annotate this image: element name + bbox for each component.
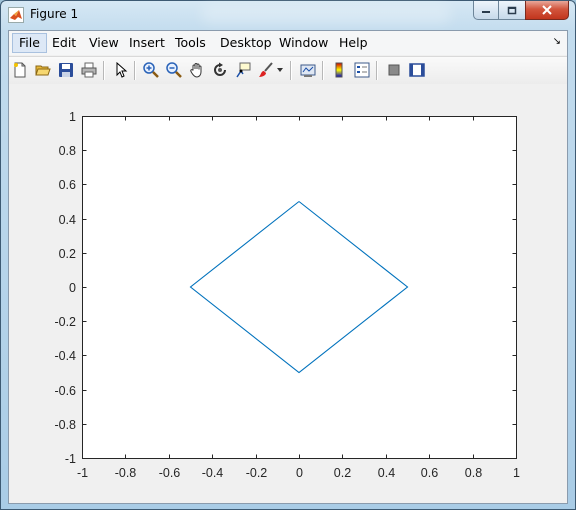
menu-view[interactable]: View	[89, 35, 119, 50]
x-tick-label: 0.4	[378, 466, 395, 480]
x-tick-label: -0.6	[159, 466, 181, 480]
figure-client-area: File Edit View Insert Tools Desktop Wind…	[8, 30, 568, 504]
title-bar-glow	[201, 4, 451, 24]
figure-canvas: -1 -0.8 -0.6 -0.4 -0.2 0 0.2 0.4 0.6 0.8 1 1 0.8 0.6 0…	[9, 84, 567, 503]
axes[interactable]: -1 -0.8 -0.6 -0.4 -0.2 0 0.2 0.4 0.6 0.8 1 1 0.8 0.6 0…	[9, 84, 567, 503]
x-tick-label: -0.2	[246, 466, 268, 480]
y-tick-label: 0.4	[59, 213, 76, 227]
y-tick-label: -0.4	[54, 349, 76, 363]
minimize-button[interactable]	[473, 1, 499, 20]
pan-hand-icon[interactable]	[187, 60, 207, 80]
y-tick-label: 0.6	[59, 178, 76, 192]
menu-bar: File Edit View Insert Tools Desktop Wind…	[9, 31, 567, 55]
window-title: Figure 1	[30, 7, 79, 21]
y-tick-label: -0.2	[54, 315, 76, 329]
link-plot-icon[interactable]	[298, 60, 318, 80]
dock-arrow-icon[interactable]: ↘	[552, 36, 561, 47]
legend-icon[interactable]	[352, 60, 372, 80]
print-icon[interactable]	[79, 60, 99, 80]
edit-plot-arrow-icon[interactable]	[111, 60, 131, 80]
matlab-logo-icon	[8, 7, 24, 23]
menu-help[interactable]: Help	[339, 35, 368, 50]
menu-file[interactable]: File	[12, 33, 47, 53]
brush-icon[interactable]	[256, 60, 276, 80]
open-file-icon[interactable]	[33, 60, 53, 80]
minimize-icon	[482, 11, 490, 13]
menu-edit[interactable]: Edit	[52, 35, 77, 50]
menu-desktop[interactable]: Desktop	[220, 35, 272, 50]
maximize-icon	[507, 6, 517, 14]
x-tick-label: 0.8	[465, 466, 482, 480]
y-tick-label: -1	[65, 452, 76, 466]
figure-toolbar	[9, 56, 567, 85]
y-tick-label: 1	[69, 110, 76, 124]
maximize-button[interactable]	[499, 1, 525, 20]
x-tick-label: 1	[513, 466, 520, 480]
y-tick-label: -0.6	[54, 384, 76, 398]
x-tick-label: 0	[296, 466, 303, 480]
show-plot-tools-icon[interactable]	[407, 60, 427, 80]
save-icon[interactable]	[56, 60, 76, 80]
zoom-in-icon[interactable]	[141, 60, 161, 80]
close-button[interactable]	[525, 1, 569, 20]
title-bar[interactable]: Figure 1	[1, 1, 575, 29]
x-tick-label: -1	[77, 466, 88, 480]
y-tick-label: -0.8	[54, 418, 76, 432]
menu-window[interactable]: Window	[279, 35, 329, 50]
x-tick-label: -0.4	[202, 466, 224, 480]
zoom-out-icon[interactable]	[164, 60, 184, 80]
close-icon	[542, 5, 552, 15]
rotate-3d-icon[interactable]	[210, 60, 230, 80]
new-figure-icon[interactable]	[10, 60, 30, 80]
menu-tools[interactable]: Tools	[175, 35, 206, 50]
y-tick-label: 0.8	[59, 144, 76, 158]
colorbar-icon[interactable]	[329, 60, 349, 80]
menu-insert[interactable]: Insert	[129, 35, 165, 50]
y-tick-label: 0	[69, 281, 76, 295]
y-tick-label: 0.2	[59, 247, 76, 261]
series-line[interactable]	[189, 201, 409, 374]
x-tick-label: 0.6	[421, 466, 438, 480]
x-tick-label: -0.8	[115, 466, 137, 480]
data-cursor-icon[interactable]	[233, 60, 253, 80]
x-tick-label: 0.2	[334, 466, 351, 480]
hide-plot-tools-icon[interactable]	[384, 60, 404, 80]
brush-dropdown-icon[interactable]	[275, 60, 285, 80]
